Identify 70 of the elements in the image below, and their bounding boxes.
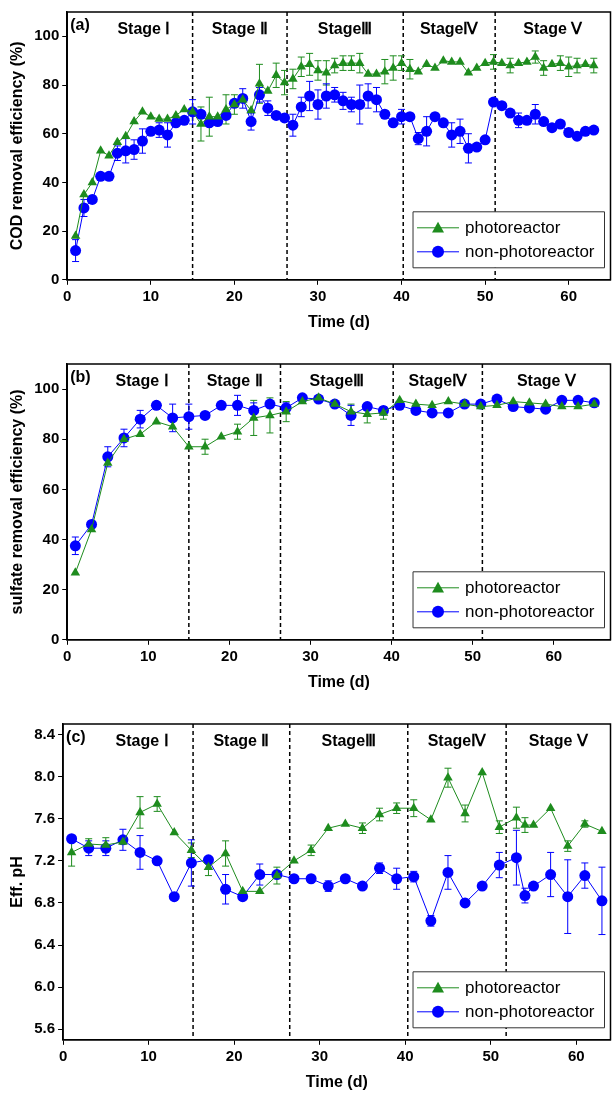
annotation: StageⅣ <box>408 372 469 390</box>
x-tick-label: 20 <box>221 646 238 664</box>
y-tick-label: 60 <box>42 479 60 497</box>
legend-label: photoreactor <box>465 978 561 998</box>
x-tick-label: 60 <box>567 1046 585 1064</box>
y-axis-title: sulfate removal efficiency (%) <box>8 389 26 615</box>
y-tick-label: 6.8 <box>34 893 56 911</box>
y-tick-label: 40 <box>42 172 60 190</box>
x-tick-label: 60 <box>560 286 578 304</box>
annotation: StageⅢ <box>321 732 377 750</box>
x-tick-label: 0 <box>63 286 72 304</box>
legend-label: non-photoreactor <box>465 242 595 262</box>
annotation: Stage Ⅱ <box>213 732 270 750</box>
y-tick-label: 100 <box>34 379 60 397</box>
x-tick-label: 40 <box>383 646 400 664</box>
annotation: (a) <box>70 16 90 34</box>
x-tick-label: 10 <box>142 286 160 304</box>
y-tick-label: 5.6 <box>34 1019 56 1037</box>
y-tick-label: 40 <box>42 529 60 547</box>
annotation: StageⅢ <box>317 20 373 38</box>
y-tick-label: 100 <box>34 26 60 44</box>
x-tick-label: 20 <box>226 286 243 304</box>
legend-label: non-photoreactor <box>465 602 595 622</box>
legend-label: photoreactor <box>465 218 561 238</box>
annotation: StageⅣ <box>427 732 488 750</box>
x-axis-title: Time (d) <box>307 312 370 330</box>
annotation: (b) <box>70 368 91 386</box>
x-tick-label: 0 <box>63 646 72 664</box>
x-tick-label: 50 <box>464 646 481 664</box>
x-tick-label: 30 <box>302 646 319 664</box>
x-tick-label: 40 <box>396 1046 414 1064</box>
y-tick-label: 80 <box>42 429 60 447</box>
y-tick-label: 60 <box>42 123 60 141</box>
x-tick-label: 50 <box>476 286 494 304</box>
legend-label: non-photoreactor <box>465 1002 595 1022</box>
annotation: StageⅢ <box>309 372 365 390</box>
x-tick-label: 10 <box>139 646 157 664</box>
annotation: (c) <box>66 728 86 746</box>
y-tick-label: 8.0 <box>34 766 56 784</box>
y-axis-title: Eff. pH <box>8 856 26 908</box>
x-tick-label: 20 <box>225 1046 243 1064</box>
annotation: Stage Ⅱ <box>206 372 263 390</box>
y-tick-label: 6.0 <box>34 977 56 995</box>
y-tick-label: 8.4 <box>34 724 56 742</box>
y-axis-title: COD removal efficiency (%) <box>8 41 26 251</box>
y-tick-label: 20 <box>42 221 60 239</box>
x-tick-label: 30 <box>311 1046 329 1064</box>
y-tick-label: 0 <box>50 269 60 287</box>
x-tick-label: 30 <box>309 286 327 304</box>
x-axis-title: Time (d) <box>305 1072 368 1090</box>
annotation: Stage Ⅰ <box>115 732 169 750</box>
annotation: Stage Ⅴ <box>528 732 589 750</box>
annotation: Stage Ⅰ <box>117 20 171 38</box>
x-tick-label: 10 <box>140 1046 157 1064</box>
annotation: Stage Ⅱ <box>211 20 268 38</box>
x-tick-label: 60 <box>545 646 563 664</box>
y-tick-label: 7.6 <box>34 808 56 826</box>
y-tick-label: 80 <box>42 75 60 93</box>
x-tick-label: 50 <box>482 1046 500 1064</box>
y-tick-label: 7.2 <box>34 850 56 868</box>
y-tick-label: 0 <box>50 629 60 647</box>
annotation: Stage Ⅴ <box>523 20 584 38</box>
y-tick-label: 20 <box>42 579 60 597</box>
legend-label: photoreactor <box>465 578 561 598</box>
y-tick-label: 6.4 <box>34 935 56 953</box>
annotation: StageⅣ <box>419 20 480 38</box>
annotation: Stage Ⅴ <box>516 372 577 390</box>
annotation: Stage Ⅰ <box>115 372 169 390</box>
x-tick-label: 40 <box>393 286 410 304</box>
x-axis-title: Time (d) <box>307 672 370 690</box>
